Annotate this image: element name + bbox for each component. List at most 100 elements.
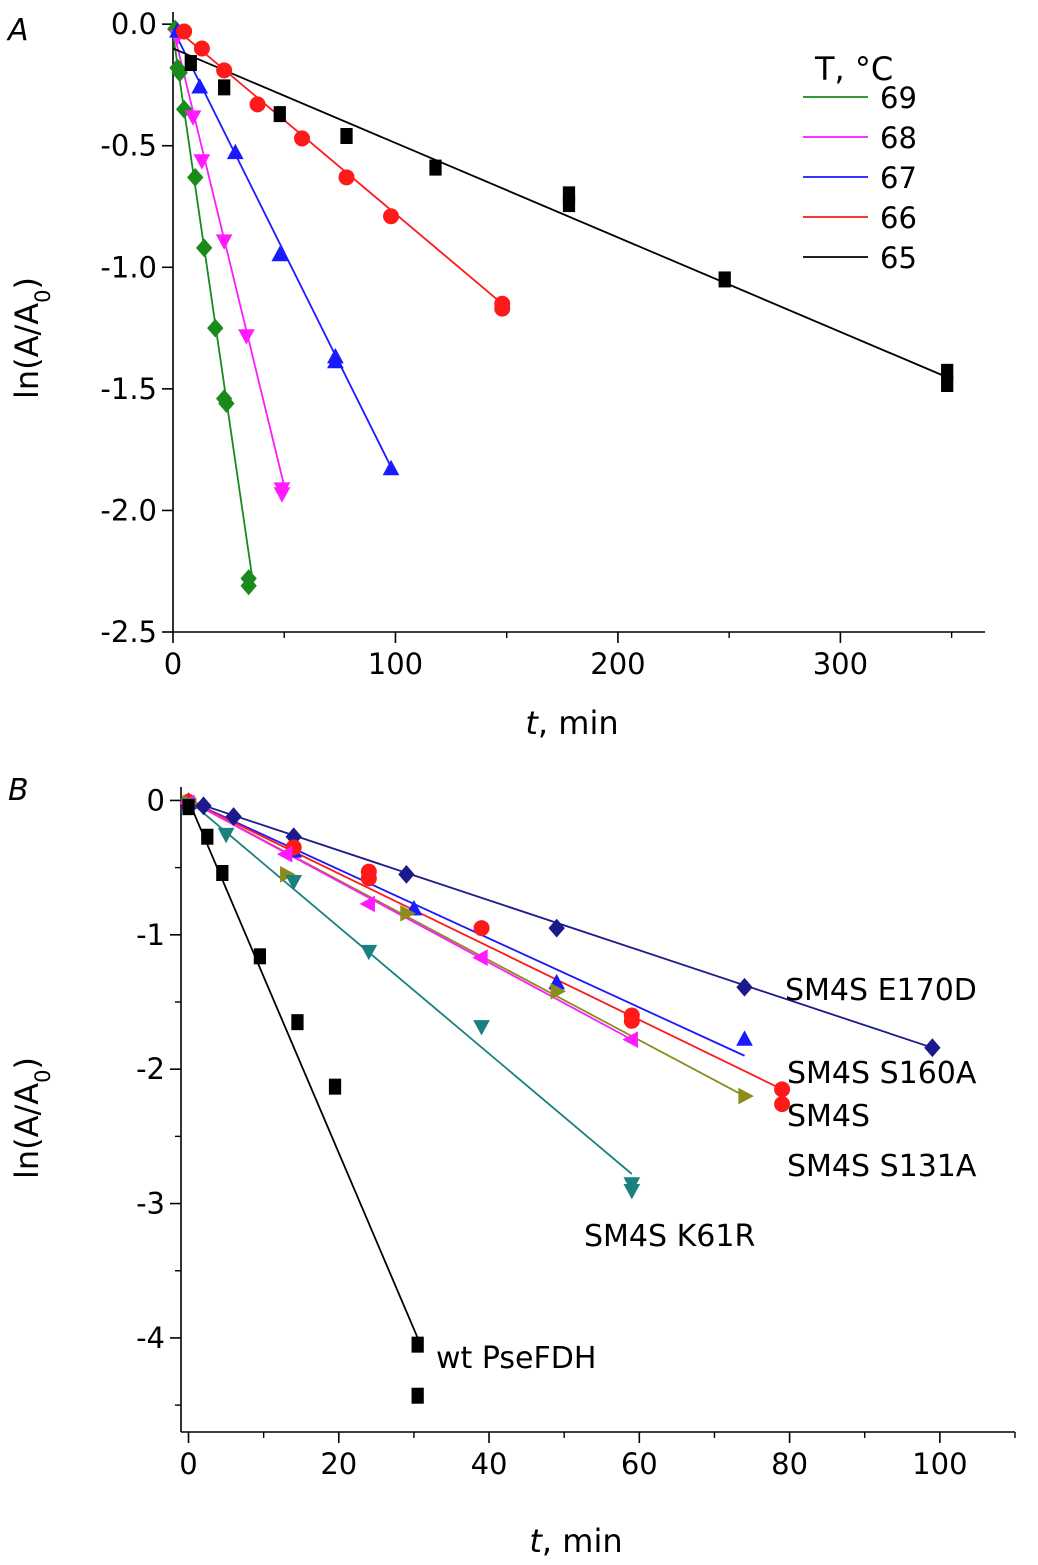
panel-a-fit-line-68 <box>172 28 286 487</box>
panel-a-point-65 <box>184 55 197 72</box>
panel-b-point-sm4s-k61r <box>360 944 378 961</box>
series-label-sm4s-s131a: SM4S S131A <box>787 1149 977 1184</box>
panel-a-y-axis-title-sub: 0 <box>31 289 55 302</box>
panel-b-point-sm4s-e170d <box>225 807 242 826</box>
panel-a-fit-line-69 <box>172 33 254 584</box>
panel-a-y-axis-title: ln(A/A0) <box>8 277 55 399</box>
panel-a-legend: T, °C 69 68 67 66 65 <box>803 50 917 275</box>
panel-letter-a: A <box>6 13 29 48</box>
panel-b-x-tick-label: 100 <box>912 1447 967 1481</box>
series-label-sm4s: SM4S <box>787 1099 870 1134</box>
panel-a: A 0 100 200 300 0.0 -0.5 -1.0 -1.5 -2.0 -2.5 t, m… <box>6 7 985 742</box>
panel-a-x-axis-title-var: t <box>525 704 539 742</box>
panel-b-y-tick-label: -1 <box>136 918 165 952</box>
panel-b-y-axis-title-sub: 0 <box>31 1069 55 1082</box>
panel-a-point-67 <box>382 459 400 476</box>
panel-b-point-sm4s <box>360 870 377 887</box>
panel-b-point-wt-psefdh <box>328 1078 342 1095</box>
panel-b-y-axis-title: ln(A/A0) <box>8 1057 55 1179</box>
panel-b-point-sm4s-s160a <box>736 1030 753 1046</box>
series-label-sm4s-e170d: SM4S E170D <box>785 973 977 1008</box>
panel-a-point-67 <box>191 78 209 94</box>
legend-label-67: 67 <box>880 161 917 195</box>
panel-b-point-sm4s-e170d <box>736 977 753 997</box>
panel-a-x-tick-label: 0 <box>164 647 182 681</box>
panel-a-point-66 <box>216 62 233 79</box>
panel-b-point-wt-psefdh <box>216 865 229 881</box>
panel-b-point-wt-psefdh <box>291 1014 304 1031</box>
panel-b-y-tick-label: -3 <box>136 1187 165 1221</box>
panel-a-point-66 <box>294 130 311 147</box>
panel-b-y-tick-label: 0 <box>147 783 165 817</box>
panel-b-y-tick-label: -2 <box>136 1052 165 1086</box>
panel-b-x-tick-label: 40 <box>471 1447 508 1481</box>
panel-b-x-tick-label: 20 <box>320 1447 357 1481</box>
panel-b-fit-line-sm4s <box>188 799 783 1091</box>
panel-a-fit-line-65 <box>172 47 952 380</box>
panel-a-point-67 <box>226 143 244 160</box>
panel-b-y-axis-title-close: ) <box>8 1057 46 1069</box>
panel-a-point-66 <box>193 40 210 57</box>
panel-b-tick-labels: 0 20 40 60 80 100 0 -1 -2 -3 -4 <box>136 783 967 1481</box>
panel-b-point-sm4s-k61r <box>623 1184 641 1200</box>
series-label-sm4s-k61r: SM4S K61R <box>584 1219 755 1254</box>
panel-b-point-sm4s-s131a <box>550 982 566 1000</box>
panel-a-point-65 <box>340 128 353 144</box>
panel-a-tick-labels: 0 100 200 300 0.0 -0.5 -1.0 -1.5 -2.0 -2.5 <box>100 7 868 681</box>
panel-b-data-points <box>179 792 941 1404</box>
panel-b-point-sm4s-s131a <box>400 904 416 922</box>
panel-b-point-sm4s <box>623 1012 640 1029</box>
panel-b-point-wt-psefdh <box>182 799 195 816</box>
panel-a-point-68 <box>273 487 291 503</box>
panel-a-y-axis-title-close: ) <box>8 277 46 289</box>
panel-a-point-69 <box>187 167 204 187</box>
panel-a-point-68 <box>215 234 233 250</box>
panel-b-point-series-4 <box>472 949 488 966</box>
panel-b-point-series-4 <box>276 845 293 863</box>
panel-b-point-sm4s-k61r <box>285 874 303 891</box>
panel-b-point-series-4 <box>622 1031 638 1048</box>
panel-b-y-axis-title-main: ln(A/A <box>8 1083 46 1179</box>
legend-label-65: 65 <box>880 241 917 275</box>
panel-a-point-65 <box>562 196 576 213</box>
panel-a-point-66 <box>383 208 400 225</box>
series-label-wt-psefdh: wt PseFDH <box>436 1341 596 1376</box>
panel-a-point-67 <box>271 245 289 262</box>
panel-a-point-65 <box>941 376 954 392</box>
panel-letter-b: B <box>8 773 29 808</box>
panel-a-point-68 <box>184 110 202 126</box>
panel-b-x-tick-label: 0 <box>179 1447 197 1481</box>
panel-b-point-wt-psefdh <box>253 948 267 965</box>
panel-a-fit-line-67 <box>172 28 395 472</box>
panel-b-y-tick-label: -4 <box>136 1321 165 1355</box>
panel-b-x-tick-label: 60 <box>621 1447 658 1481</box>
panel-a-point-65 <box>273 106 286 123</box>
panel-b-series-sm4s <box>180 793 791 1113</box>
series-label-sm4s-s160a: SM4S S160A <box>787 1056 977 1091</box>
panel-a-point-66 <box>338 169 355 186</box>
panel-b-series-sm4s-k61r <box>180 798 641 1200</box>
panel-a-y-tick-label: -2.0 <box>100 493 157 527</box>
legend-label-68: 68 <box>880 121 917 155</box>
panel-b-series-wt-psefdh <box>182 799 424 1404</box>
panel-b-x-tick-label: 80 <box>771 1447 808 1481</box>
panel-b-point-sm4s <box>774 1096 791 1113</box>
panel-a-y-tick-label: -1.5 <box>100 372 157 406</box>
panel-b-point-sm4s-e170d <box>195 796 212 816</box>
panel-b-x-axis-title: t, min <box>529 1522 622 1560</box>
panel-b-point-series-4 <box>359 895 375 913</box>
panel-a-fit-lines <box>172 25 952 584</box>
panel-a-point-65 <box>718 271 731 288</box>
panel-a-series-65 <box>184 55 954 392</box>
panel-a-series-66 <box>176 23 511 317</box>
legend-label-66: 66 <box>880 201 917 235</box>
panel-b-point-sm4s-k61r <box>217 827 235 844</box>
panel-a-series-68 <box>169 30 291 503</box>
panel-a-y-tick-label: -0.5 <box>100 129 157 163</box>
panel-b-fit-line-sm4s-s160a <box>188 799 745 1057</box>
panel-b-fit-line-wt-psefdh <box>187 800 419 1339</box>
panel-b-point-sm4s-e170d <box>398 864 415 884</box>
panel-b-point-sm4s <box>473 920 490 937</box>
